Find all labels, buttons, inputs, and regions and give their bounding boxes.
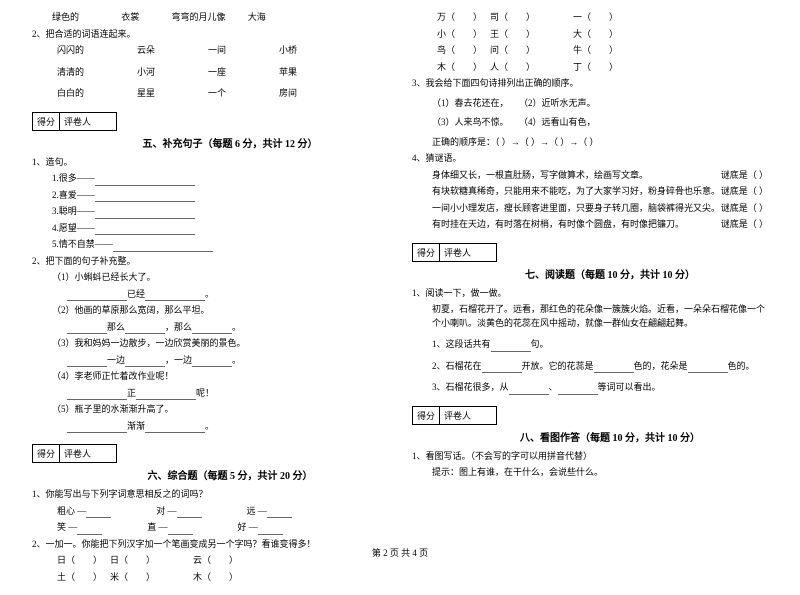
- match-cell: 苹果: [279, 66, 297, 80]
- item: （3）我和妈妈一边散步，一边欣赏美丽的景色。: [32, 337, 388, 351]
- riddle: 有时挂在天边，有时落在树梢，有时像个圆盘，有时像把镰刀。谜底是（ ）: [412, 218, 768, 232]
- match-cell: 一座: [208, 66, 226, 80]
- q3: 3、我会给下面四句诗排列出正确的顺序。: [412, 77, 768, 91]
- fill[interactable]: 渐渐。: [32, 420, 388, 434]
- q6-1: 1、你能写出与下列字词意思相反之的词吗？: [32, 488, 388, 502]
- passage: 初夏，石榴花开了。远看，那红色的花朵像一簇簇火焰。近看，一朵朵石榴花像一个个小喇…: [412, 303, 768, 330]
- q7-item[interactable]: 1、这段话共有句。: [412, 338, 768, 352]
- item: 2.喜爱——: [32, 189, 388, 203]
- match-cell: 小桥: [279, 44, 297, 58]
- grader-label: 评卷人: [440, 407, 475, 424]
- item: （1）小蝌蚪已经长大了。: [32, 271, 388, 285]
- text: 大海: [248, 12, 266, 22]
- item: 3.聪明——: [32, 205, 388, 219]
- item: （4）李老师正忙着改作业呢！: [32, 370, 388, 384]
- text: 弯弯的月儿像: [172, 12, 226, 22]
- section-8-title: 八、看图作答（每题 10 分，共计 10 分）: [412, 429, 768, 444]
- q4: 4、猜谜语。: [412, 152, 768, 166]
- page-footer: 第 2 页 共 4 页: [0, 546, 800, 559]
- riddle: 一间小小理发店，瘦长顾客进里面，只要身子转几圈，脑袋裤得光又尖。谜底是（ ）: [412, 202, 768, 216]
- section-6-title: 六、综合题（每题 5 分，共计 20 分）: [32, 467, 388, 482]
- match-cell: 云朵: [137, 44, 155, 58]
- fill[interactable]: 一边，一边。: [32, 354, 388, 368]
- match-cell: 闪闪的: [57, 44, 84, 58]
- char-row[interactable]: 小（ ）王（ ）大（ ）: [412, 28, 768, 42]
- char-row[interactable]: 鸟（ ）问（ ）牛（ ）: [412, 44, 768, 58]
- pair-row[interactable]: 粗心 — 对 — 远 —: [32, 505, 388, 519]
- score-table: 得分 评卷人: [32, 444, 117, 463]
- text: 衣裳: [121, 12, 139, 22]
- score-label: 得分: [413, 407, 440, 424]
- grader-label: 评卷人: [440, 244, 475, 261]
- item: （5）瓶子里的水渐渐升高了。: [32, 403, 388, 417]
- match-cell: 清清的: [57, 66, 84, 80]
- q5-1: 1、造句。: [32, 156, 388, 170]
- pair-row[interactable]: 笑 — 直 — 好 —: [32, 521, 388, 535]
- score-table: 得分 评卷人: [412, 406, 497, 425]
- match-cell: 房间: [279, 87, 297, 101]
- q8-1: 1、看图写话。（不会写的字可以用拼音代替）: [412, 450, 768, 464]
- q8-hint: 提示：图上有谁，在干什么，会说些什么。: [412, 466, 768, 480]
- match-cell: 小河: [137, 66, 155, 80]
- item: 1.很多——: [32, 172, 388, 186]
- q5-2: 2、把下面的句子补充整。: [32, 255, 388, 269]
- score-label: 得分: [33, 113, 60, 130]
- item: （2）他画的草原那么宽阔，那么平坦。: [32, 304, 388, 318]
- grader-label: 评卷人: [60, 445, 95, 462]
- item: 5.情不自禁——: [32, 238, 388, 252]
- poem-row: （3）人来鸟不惊。（4）远看山有色，: [412, 116, 768, 130]
- text: 绿色的: [52, 12, 79, 22]
- section-7-title: 七、阅读题（每题 10 分，共计 10 分）: [412, 266, 768, 281]
- fill[interactable]: 那么，那么。: [32, 321, 388, 335]
- q7-1: 1、阅读一下，做一做。: [412, 287, 768, 301]
- match-cell: 白白的: [57, 87, 84, 101]
- q7-item[interactable]: 3、石榴花很多，从、等词可以看出。: [412, 381, 768, 395]
- match-cell: 一间: [208, 44, 226, 58]
- order-fill[interactable]: 正确的顺序是：（ ）→（ ）→（ ）→（ ）: [412, 136, 768, 150]
- match-cell: 星星: [137, 87, 155, 101]
- score-table: 得分 评卷人: [412, 243, 497, 262]
- question-2: 2、把合适的词语连起来。: [32, 28, 388, 42]
- char-row[interactable]: 土（ ）米（ ）木（ ）: [32, 571, 388, 585]
- section-5-title: 五、补充句子（每题 6 分，共计 12 分）: [32, 135, 388, 150]
- char-row[interactable]: 万（ ）司（ ）一（ ）: [412, 11, 768, 25]
- fill[interactable]: 正呢！: [32, 387, 388, 401]
- fill[interactable]: 已经。: [32, 288, 388, 302]
- score-table: 得分 评卷人: [32, 112, 117, 131]
- score-label: 得分: [413, 244, 440, 261]
- q7-item[interactable]: 2、石榴花在开放。它的花蕊是色的，花朵是色的。: [412, 360, 768, 374]
- match-cell: 一个: [208, 87, 226, 101]
- poem-row: （1）春去花还在，（2）近听水无声。: [412, 97, 768, 111]
- riddle: 有块软糖真稀奇，只能用来不能吃，为了大家学习好，粉身碎骨也乐意。谜底是（ ）: [412, 185, 768, 199]
- score-label: 得分: [33, 445, 60, 462]
- grader-label: 评卷人: [60, 113, 95, 130]
- item: 4.愿望——: [32, 222, 388, 236]
- riddle: 身体细又长，一根直肚肠，写字做算术，绘画写文章。谜底是（ ）: [412, 169, 768, 183]
- char-row[interactable]: 木（ ）人（ ）丁（ ）: [412, 61, 768, 75]
